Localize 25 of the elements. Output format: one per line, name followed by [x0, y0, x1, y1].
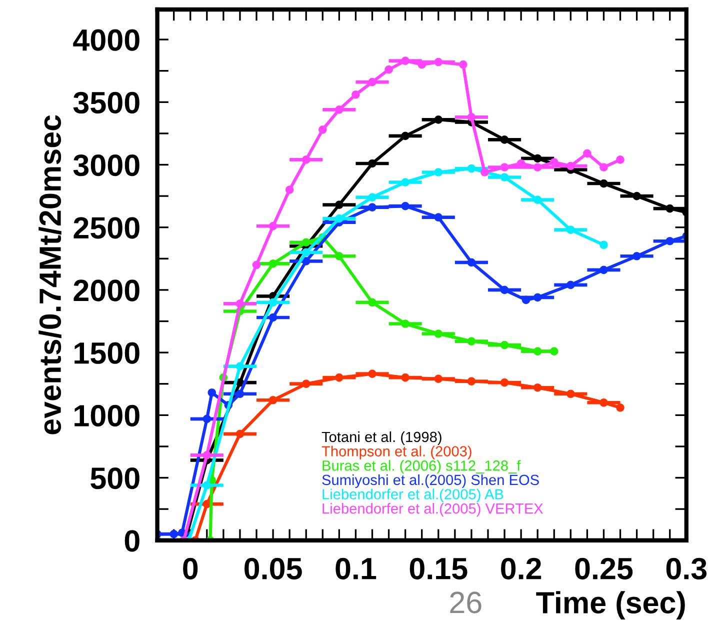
- x-tick-label: 0: [183, 558, 198, 580]
- x-tick-label: 0.15: [410, 558, 468, 580]
- y-tick-label: 4000: [73, 29, 140, 51]
- text: Liebendorfer et al.(2005) VERTEX: [322, 503, 544, 517]
- y-tick-label: 3500: [73, 92, 140, 114]
- y-axis-title: events/0.74Mt/20msec: [38, 115, 62, 434]
- y-tick-label: 1000: [74, 404, 140, 427]
- x-tick-label: 0.3: [666, 558, 707, 580]
- y-tick-label: 1500: [74, 342, 140, 364]
- y-tick-label: 2500: [74, 217, 140, 239]
- text: Sumiyoshi et al.(2005) Shen EOS: [322, 474, 539, 488]
- x-tick-label: 0.1: [336, 558, 376, 580]
- text: Thompson et al. (2003): [322, 446, 472, 460]
- y-tick-label: 0: [124, 530, 140, 552]
- x-tick-label: 0.05: [244, 558, 302, 580]
- x-tick-label: 0.25: [575, 558, 633, 580]
- text: Liebendorfer et al.(2005) AB: [322, 488, 504, 502]
- text: Totani et al. (1998): [322, 431, 442, 445]
- x-axis-title: Time (sec): [536, 591, 685, 620]
- text: 26: [450, 592, 482, 614]
- y-tick-label: 500: [90, 467, 140, 490]
- text: Buras et al. (2006) s112_128_f: [322, 460, 521, 474]
- y-tick-label: 2000: [74, 280, 140, 302]
- x-tick-label: 0.2: [501, 558, 542, 580]
- y-tick-label: 3000: [73, 154, 140, 176]
